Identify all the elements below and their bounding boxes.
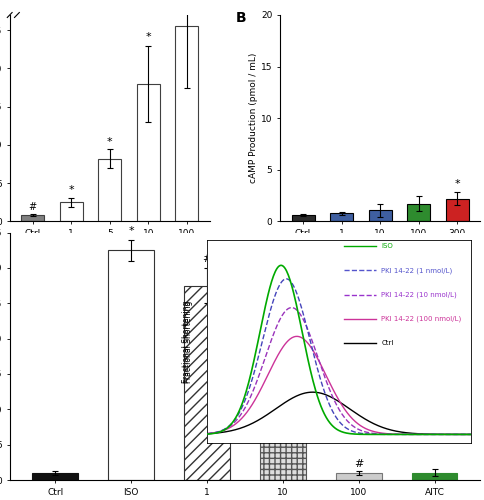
Bar — [329, 214, 352, 221]
Bar — [175, 26, 198, 221]
Bar — [98, 158, 121, 221]
Text: #: # — [278, 364, 287, 374]
Text: AITC (μmol/L): AITC (μmol/L) — [368, 258, 429, 268]
Bar — [259, 410, 305, 480]
Text: *: * — [454, 179, 459, 189]
Text: B: B — [235, 11, 246, 25]
Text: *: * — [145, 32, 151, 42]
Bar — [368, 210, 391, 221]
Text: #: # — [353, 460, 363, 469]
Text: *: * — [128, 226, 134, 236]
Text: Fractional Shortening: Fractional Shortening — [183, 300, 193, 382]
Bar — [21, 215, 44, 221]
Bar — [60, 202, 83, 221]
Text: #: # — [202, 254, 211, 264]
Bar — [335, 473, 381, 480]
Bar — [108, 250, 153, 480]
Bar — [136, 84, 160, 221]
Text: #: # — [29, 202, 37, 212]
Text: *: * — [68, 185, 74, 195]
Text: *: * — [107, 137, 112, 147]
Bar — [406, 204, 429, 221]
Y-axis label: cAMP Production (pmol / mL): cAMP Production (pmol / mL) — [248, 53, 257, 184]
Bar — [291, 215, 314, 221]
Bar — [411, 473, 456, 480]
Bar — [32, 473, 78, 480]
Bar — [445, 198, 468, 221]
Text: ISO (nmol/L): ISO (nmol/L) — [101, 258, 157, 268]
Bar — [184, 286, 229, 480]
